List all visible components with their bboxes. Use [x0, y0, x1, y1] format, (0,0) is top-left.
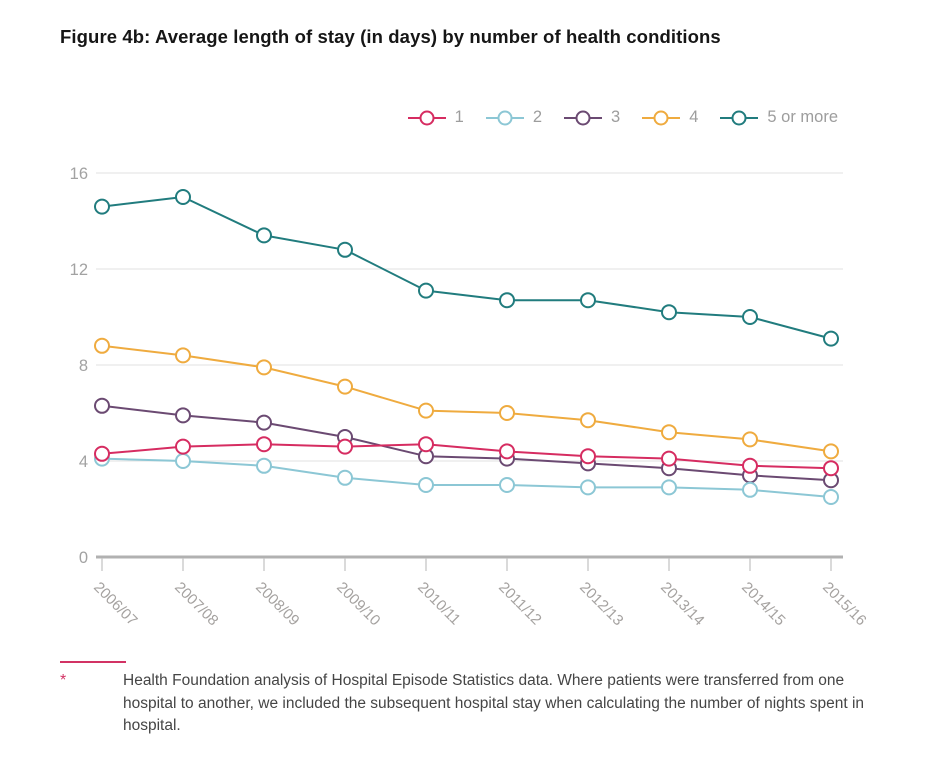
data-point-marker: [175, 438, 191, 455]
data-point-marker: [175, 407, 191, 424]
data-point-marker: [499, 443, 515, 460]
legend-item-4: 4: [642, 108, 698, 127]
y-axis-label: 4: [79, 453, 88, 471]
legend-marker-icon: [642, 110, 681, 125]
data-point-marker: [256, 359, 272, 376]
legend-circle: [653, 110, 669, 125]
figure-title: Figure 4b: Average length of stay (in da…: [60, 26, 721, 47]
x-axis-label: 2012/13: [576, 579, 626, 629]
chart-legend: 1 2 3 4 5 or more: [407, 108, 838, 127]
x-axis-label: 2014/15: [738, 579, 788, 629]
series-line-1: [101, 443, 832, 470]
data-point-marker: [580, 448, 596, 465]
line-chart: 0 4 8 12 16 2006/07 2007/08 2008/09 2009/10 2010/…: [70, 165, 870, 629]
data-point-marker: [337, 241, 353, 258]
x-axis-label: 2015/16: [819, 579, 869, 629]
legend-circle: [575, 110, 591, 125]
data-point-marker: [256, 227, 272, 244]
data-point-marker: [661, 479, 677, 496]
legend-item-2: 2: [485, 108, 543, 127]
footnote-asterisk: *: [60, 672, 67, 689]
y-axis-label: 0: [79, 549, 88, 567]
data-point-marker: [418, 402, 434, 419]
series-line-4: [101, 344, 832, 453]
data-point-marker: [742, 457, 758, 474]
data-point-marker: [661, 450, 677, 467]
data-point-marker: [256, 457, 272, 474]
data-point-marker: [418, 282, 434, 299]
legend-marker-icon: [485, 110, 524, 125]
data-point-marker: [823, 489, 839, 505]
legend-label: 1: [454, 108, 464, 126]
series-line-2: [101, 457, 832, 498]
x-axis-label: 2007/08: [171, 579, 221, 629]
data-point-marker: [418, 436, 434, 453]
series-line-5-or-more: [101, 196, 832, 340]
y-axis-label: 12: [70, 261, 88, 279]
data-point-marker: [256, 414, 272, 431]
data-point-marker: [580, 479, 596, 496]
data-point-marker: [742, 431, 758, 448]
x-axis-label: 2010/11: [414, 579, 464, 629]
data-point-marker: [418, 477, 434, 493]
data-point-marker: [175, 189, 191, 205]
x-axis-label: 2011/12: [495, 579, 545, 629]
legend-label: 3: [611, 108, 621, 126]
data-point-marker: [94, 337, 110, 354]
data-point-marker: [175, 347, 191, 364]
data-point-marker: [661, 304, 677, 321]
data-point-marker: [823, 443, 839, 460]
data-point-marker: [94, 198, 110, 215]
data-point-marker: [499, 477, 515, 493]
data-point-marker: [742, 481, 758, 498]
data-point-marker: [742, 309, 758, 325]
legend-item-1: 1: [407, 108, 464, 127]
data-point-marker: [94, 397, 110, 414]
data-point-marker: [337, 378, 353, 395]
legend-marker-icon: [720, 110, 759, 125]
y-axis-label: 8: [79, 357, 88, 375]
x-axis-label: 2009/10: [333, 579, 383, 629]
legend-circle: [497, 110, 513, 125]
data-point-marker: [499, 405, 515, 421]
x-axis-label: 2006/07: [90, 579, 140, 629]
legend-item-5-or-more: 5 or more: [720, 108, 838, 127]
data-point-marker: [337, 438, 353, 455]
data-point-marker: [661, 424, 677, 441]
legend-label: 2: [532, 108, 543, 126]
legend-marker-icon: [407, 110, 446, 125]
footnote-text: Health Foundation analysis of Hospital E…: [123, 672, 865, 734]
legend-marker-icon: [564, 110, 603, 125]
legend-item-3: 3: [564, 108, 620, 127]
data-point-marker: [175, 453, 191, 469]
data-point-marker: [580, 412, 596, 429]
data-point-marker: [823, 460, 839, 477]
footnote-rule: [60, 661, 126, 663]
data-point-marker: [337, 469, 353, 486]
data-point-marker: [499, 292, 515, 309]
legend-circle: [419, 110, 435, 125]
x-axis-label: 2008/09: [252, 579, 302, 629]
y-axis-label: 16: [70, 165, 88, 183]
legend-circle: [731, 110, 747, 125]
series-line-3: [101, 404, 832, 482]
data-point-marker: [823, 330, 839, 347]
legend-label: 5 or more: [767, 108, 838, 126]
legend-label: 4: [689, 108, 699, 126]
data-point-marker: [94, 445, 110, 462]
x-axis-label: 2013/14: [657, 579, 707, 629]
data-point-marker: [580, 292, 596, 309]
data-point-marker: [256, 436, 272, 453]
